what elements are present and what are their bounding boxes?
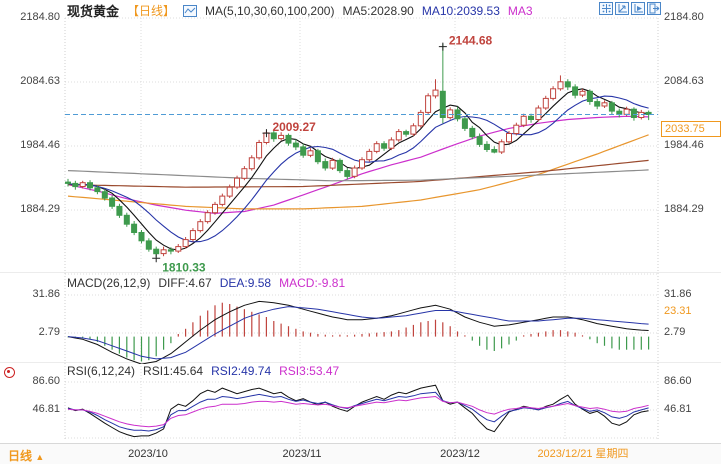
period-label: 日线 bbox=[8, 449, 33, 463]
macd-current-value-label: 23.31 bbox=[664, 305, 692, 317]
rsi-panel bbox=[67, 384, 649, 438]
chart-legend: 现货黄金 【日线】 MA(5,10,30,60,100,200) MA5:202… bbox=[67, 1, 533, 20]
y-axis-label-right: 2084.63 bbox=[664, 75, 704, 87]
x-axis-date-label: 2023/11 bbox=[282, 448, 322, 460]
move-tool-icon[interactable] bbox=[599, 2, 613, 15]
annotation-label: 2144.68 bbox=[449, 34, 493, 48]
price-annotation: 2009.27 bbox=[262, 120, 316, 138]
rsi-line-rsi1 bbox=[67, 384, 649, 438]
x-axis-date-label: 2023/12 bbox=[440, 448, 480, 460]
axis-scale-tool-icon[interactable] bbox=[615, 2, 629, 15]
last-price-label: 2033.75 bbox=[661, 121, 721, 137]
y-axis-label-right: 31.86 bbox=[664, 288, 692, 300]
rsi-settings-label[interactable]: RSI(6,12,24) bbox=[67, 364, 136, 378]
gridlines bbox=[0, 17, 721, 441]
ma-line-ma10 bbox=[67, 95, 649, 243]
x-axis-bar: 日线 ▲ 2023/10 2023/11 2023/12 2023/12/21 星期四 bbox=[0, 443, 721, 464]
macd-dea-value: DEA:9.58 bbox=[219, 276, 272, 290]
y-axis-label-left: 31.86 bbox=[32, 288, 60, 300]
ma-lines bbox=[67, 88, 649, 251]
export-tool-icon[interactable] bbox=[647, 2, 661, 15]
price-annotation: 1810.33 bbox=[152, 254, 206, 274]
y-axis-label-right: 2184.80 bbox=[664, 11, 704, 23]
rsi1-value: RSI1:45.64 bbox=[143, 364, 204, 378]
candles bbox=[65, 43, 652, 258]
ma10-value: MA10:2039.53 bbox=[421, 3, 500, 18]
ma30-value-truncated: MA3 bbox=[507, 3, 533, 18]
rsi3-value: RSI3:53.47 bbox=[279, 364, 340, 378]
macd-panel bbox=[67, 300, 650, 364]
play-forward-tool-icon[interactable] bbox=[631, 2, 645, 15]
ma-line-ma200 bbox=[67, 169, 649, 182]
rsi-line-rsi2 bbox=[67, 391, 649, 432]
ma-line-ma30 bbox=[67, 115, 649, 215]
chart-canvas[interactable]: 2144.68 2009.27 1810.33 bbox=[0, 0, 721, 443]
y-axis-label-right: 2.79 bbox=[664, 326, 686, 338]
indicator-dot-icon[interactable] bbox=[4, 367, 15, 378]
ma-settings-label[interactable]: MA(5,10,30,60,100,200) bbox=[205, 3, 335, 18]
y-axis-label-right: 86.60 bbox=[664, 375, 692, 387]
rsi-line-rsi3 bbox=[67, 395, 649, 428]
chart-toolbar bbox=[599, 2, 661, 15]
macd-settings-label[interactable]: MACD(26,12,9) bbox=[67, 276, 151, 290]
x-axis-date-label: 2023/10 bbox=[128, 448, 168, 460]
ma-indicator-icon[interactable] bbox=[183, 4, 198, 17]
macd-macd-value: MACD:-9.81 bbox=[279, 276, 346, 290]
macd-diff-line bbox=[67, 300, 649, 364]
period-selector[interactable]: 日线 ▲ bbox=[8, 447, 44, 464]
y-axis-label-left: 2184.80 bbox=[20, 11, 60, 23]
y-axis-label-left: 46.81 bbox=[32, 403, 60, 415]
y-axis-label-right: 1884.29 bbox=[664, 203, 704, 215]
y-axis-label-left: 2084.63 bbox=[20, 75, 60, 87]
rsi2-value: RSI2:49.74 bbox=[211, 364, 272, 378]
symbol-name: 现货黄金 bbox=[67, 4, 120, 19]
annotation-label: 1810.33 bbox=[162, 260, 206, 274]
price-annotation: 2144.68 bbox=[438, 34, 493, 51]
ma5-value: MA5:2028.90 bbox=[342, 3, 414, 18]
chevron-up-icon: ▲ bbox=[35, 452, 45, 462]
y-axis-label-left: 1984.46 bbox=[20, 139, 60, 151]
macd-dea-line bbox=[67, 306, 649, 360]
y-axis-label-left: 2.79 bbox=[38, 326, 60, 338]
y-axis-label-left: 86.60 bbox=[32, 375, 60, 387]
y-axis-label-right: 46.81 bbox=[664, 403, 692, 415]
y-axis-label-left: 1884.29 bbox=[20, 203, 60, 215]
ma-line-ma60 bbox=[67, 134, 649, 210]
macd-diff-value: DIFF:4.67 bbox=[158, 276, 212, 290]
macd-legend: MACD(26,12,9) DIFF:4.67 DEA:9.58 MACD:-9… bbox=[67, 276, 345, 290]
ma-line-ma5 bbox=[67, 88, 649, 251]
y-axis-label-right: 1984.46 bbox=[664, 139, 704, 151]
period-tag: 【日线】 bbox=[127, 4, 176, 18]
ma-line-ma100 bbox=[67, 159, 649, 188]
annotation-label: 2009.27 bbox=[272, 120, 316, 134]
current-date-label: 2023/12/21 星期四 bbox=[537, 448, 629, 460]
rsi-legend: RSI(6,12,24) RSI1:45.64 RSI2:49.74 RSI3:… bbox=[67, 364, 339, 378]
